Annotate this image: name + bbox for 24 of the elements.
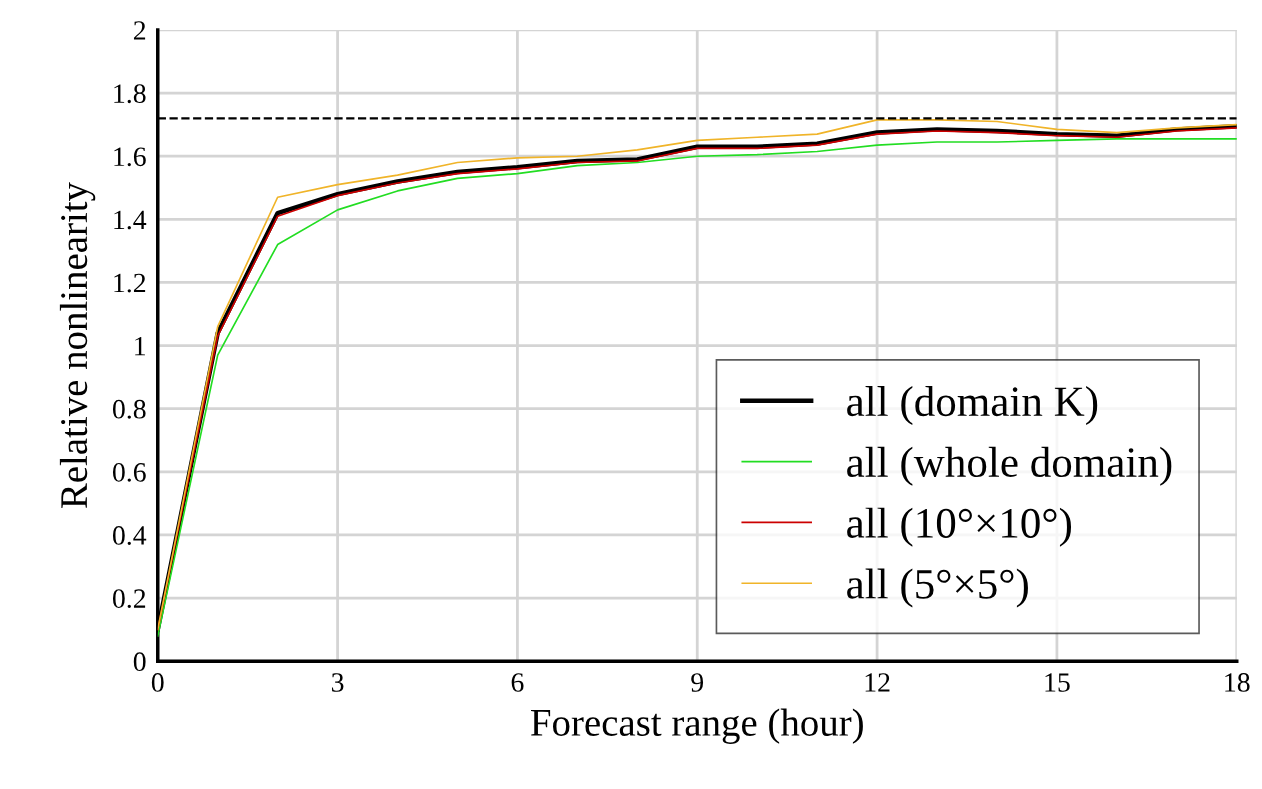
y-tick-label: 1 — [135, 336, 145, 356]
x-tick-label: 18 — [1225, 673, 1250, 692]
y-tick-label: 1.2 — [114, 273, 146, 293]
y-tick-label: 1.8 — [114, 84, 146, 104]
x-tick-label: 15 — [1045, 673, 1070, 692]
x-tick-label: 6 — [511, 673, 524, 692]
y-tick-label: 0.4 — [112, 526, 147, 545]
y-tick-label: 0.8 — [112, 399, 146, 419]
legend-label: all (10°×10°) — [847, 507, 1072, 547]
legend-label: all (whole domain) — [847, 446, 1172, 486]
legend-label: all (domain K) — [847, 385, 1098, 425]
y-tick-label: 0.6 — [112, 462, 146, 482]
y-tick-label: 1.6 — [114, 147, 146, 167]
y-tick-label: 2 — [133, 21, 146, 40]
x-tick-label: 9 — [691, 673, 704, 692]
y-tick-label: 0 — [133, 652, 146, 672]
x-axis-title: Forecast range (hour) — [531, 708, 863, 744]
x-tick-label: 3 — [331, 673, 344, 692]
y-axis-title: Relative nonlinearity — [59, 182, 96, 509]
x-tick-label: 12 — [865, 673, 890, 692]
y-tick-label: 1.4 — [114, 210, 147, 230]
x-tick-label: 0 — [151, 673, 164, 692]
y-tick-label: 0.2 — [112, 589, 146, 609]
legend-label: all (5°×5°) — [847, 568, 1028, 608]
